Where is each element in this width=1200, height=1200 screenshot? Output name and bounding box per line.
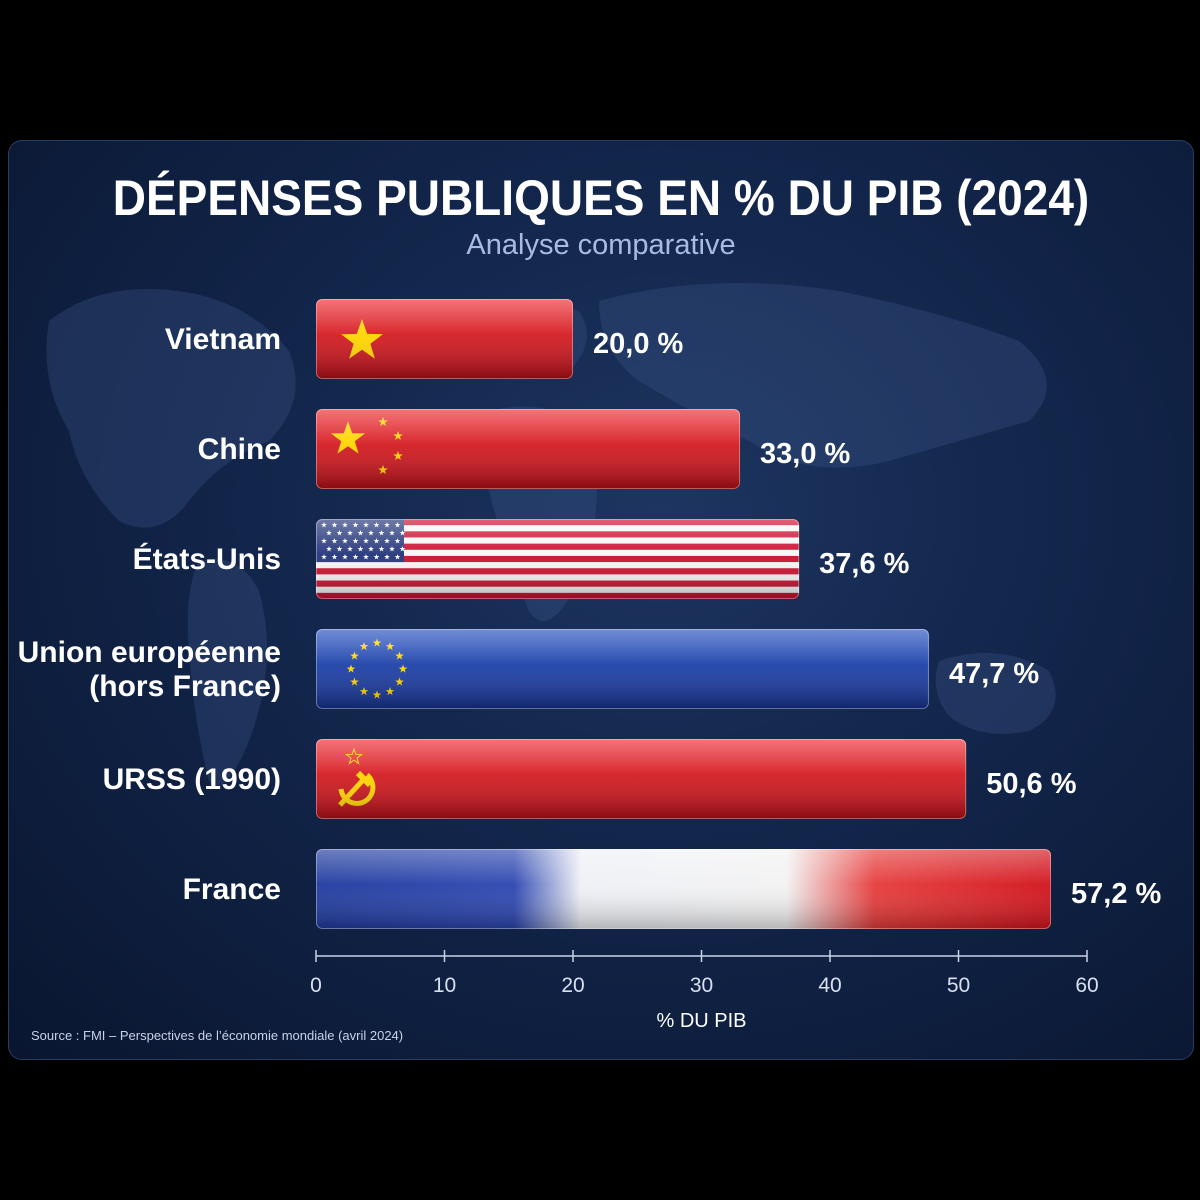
bar-eu-flag <box>316 629 929 709</box>
source-note: Source : FMI – Perspectives de l’économi… <box>31 1028 404 1043</box>
category-label: États-Unis <box>133 542 281 576</box>
category-label: (hors France) <box>89 670 281 703</box>
value-label: 37,6 % <box>819 548 909 580</box>
category-label: URSS (1990) <box>103 763 281 796</box>
chart-subtitle: Analyse comparative <box>466 229 736 261</box>
category-label: Union européenne <box>18 636 281 669</box>
bar-usa-flag <box>316 519 800 599</box>
value-label: 33,0 % <box>760 438 850 470</box>
value-label: 50,6 % <box>986 768 1076 800</box>
bar-vietnam-flag <box>316 299 573 379</box>
chart-card: DÉPENSES PUBLIQUES EN % DU PIB (2024) An… <box>8 140 1194 1060</box>
bar-chart: Vietnam 20,0 % Chine 33,0 % États-Unis 37,6 %… <box>18 299 1162 1032</box>
x-tick-label: 30 <box>690 974 713 997</box>
value-label: 20,0 % <box>593 328 683 360</box>
x-tick-label: 60 <box>1075 974 1098 997</box>
x-tick-label: 10 <box>433 974 456 997</box>
x-tick-label: 20 <box>561 974 584 997</box>
x-tick-label: 0 <box>310 974 322 997</box>
bar-france-flag <box>316 849 1052 929</box>
category-label: France <box>183 873 281 906</box>
bar-ussr-flag <box>316 739 967 819</box>
category-label: Vietnam <box>165 323 281 356</box>
x-tick-label: 50 <box>947 974 970 997</box>
bar-china-flag <box>316 409 741 489</box>
category-label: Chine <box>198 433 281 466</box>
chart-title: DÉPENSES PUBLIQUES EN % DU PIB (2024) <box>112 170 1090 226</box>
x-tick-label: 40 <box>818 974 841 997</box>
x-axis-title: % DU PIB <box>656 1010 746 1032</box>
value-label: 57,2 % <box>1071 878 1161 910</box>
value-label: 47,7 % <box>949 658 1039 690</box>
